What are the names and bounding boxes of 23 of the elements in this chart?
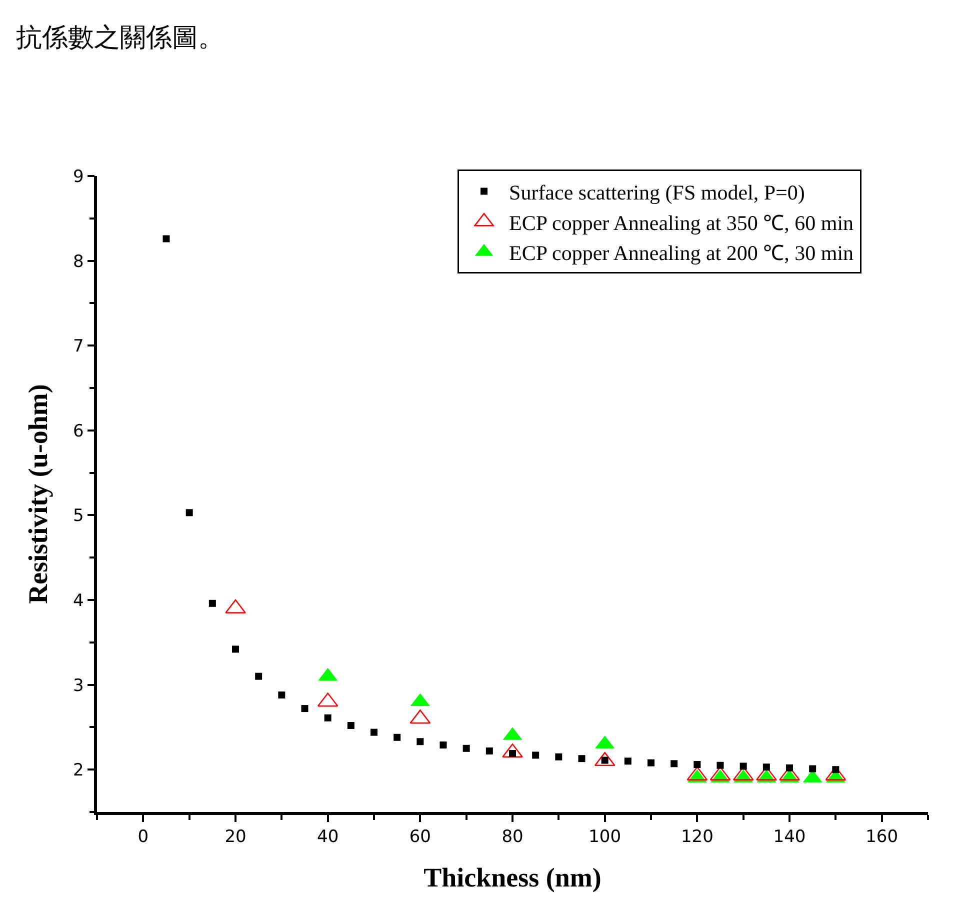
y-tick-label: 8 xyxy=(73,252,84,272)
y-tick-label: 4 xyxy=(73,590,84,611)
x-tick-label: 100 xyxy=(588,827,622,848)
x-tick-label: 60 xyxy=(409,827,431,848)
x-tick-label: 120 xyxy=(680,827,714,848)
y-tick-label: 5 xyxy=(73,506,84,526)
y-tick-label: 2 xyxy=(73,760,84,781)
legend-label: ECP copper Annealing at 200 ℃, 30 min xyxy=(509,241,854,266)
y-tick-label: 6 xyxy=(73,421,84,442)
x-axis-title: Thickness (nm) xyxy=(424,862,602,893)
x-tick-label: 0 xyxy=(138,827,149,848)
x-tick-label: 20 xyxy=(224,827,246,848)
y-axis-title: Resistivity (u-ohm) xyxy=(23,384,54,604)
text: 抗係數之關係圖。 xyxy=(16,18,224,54)
x-tick-label: 140 xyxy=(773,827,806,848)
x-tick-label: 160 xyxy=(866,827,898,848)
x-tick-label: 80 xyxy=(502,827,524,848)
y-tick-label: 3 xyxy=(73,676,84,696)
y-tick-label: 7 xyxy=(73,336,84,357)
x-tick-label: 40 xyxy=(317,827,339,848)
legend-label: Surface scattering (FS model, P=0) xyxy=(509,180,805,204)
y-tick-label: 9 xyxy=(73,166,84,187)
legend-label: ECP copper Annealing at 350 ℃, 60 min xyxy=(509,210,854,235)
